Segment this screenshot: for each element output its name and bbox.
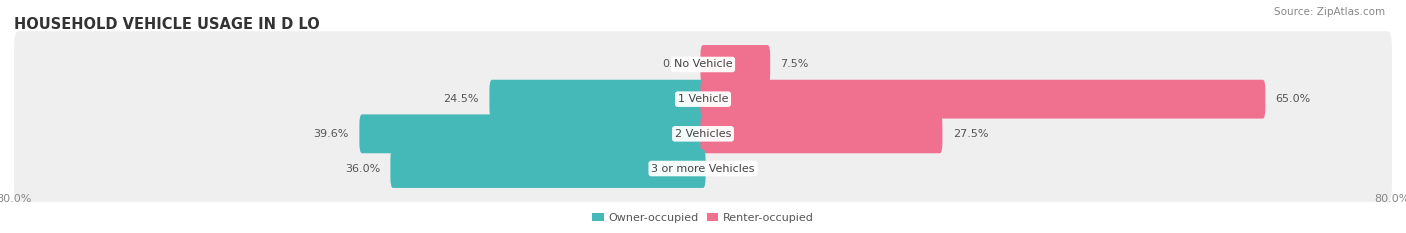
Text: 7.5%: 7.5% [780,59,808,69]
Text: 36.0%: 36.0% [344,164,380,174]
Text: 3 or more Vehicles: 3 or more Vehicles [651,164,755,174]
Text: 0.0%: 0.0% [716,164,744,174]
FancyBboxPatch shape [700,80,1265,119]
Text: 27.5%: 27.5% [953,129,988,139]
Text: 65.0%: 65.0% [1275,94,1310,104]
FancyBboxPatch shape [14,135,1392,202]
Text: 24.5%: 24.5% [444,94,479,104]
Text: No Vehicle: No Vehicle [673,59,733,69]
FancyBboxPatch shape [700,45,770,84]
Text: HOUSEHOLD VEHICLE USAGE IN D LO: HOUSEHOLD VEHICLE USAGE IN D LO [14,17,319,31]
FancyBboxPatch shape [14,66,1392,132]
Legend: Owner-occupied, Renter-occupied: Owner-occupied, Renter-occupied [588,208,818,227]
FancyBboxPatch shape [391,149,706,188]
Text: 2 Vehicles: 2 Vehicles [675,129,731,139]
Text: 0.0%: 0.0% [662,59,690,69]
Text: Source: ZipAtlas.com: Source: ZipAtlas.com [1274,7,1385,17]
Text: 1 Vehicle: 1 Vehicle [678,94,728,104]
FancyBboxPatch shape [14,31,1392,98]
FancyBboxPatch shape [360,114,706,153]
FancyBboxPatch shape [14,101,1392,167]
Text: 39.6%: 39.6% [314,129,349,139]
FancyBboxPatch shape [700,114,942,153]
FancyBboxPatch shape [489,80,706,119]
